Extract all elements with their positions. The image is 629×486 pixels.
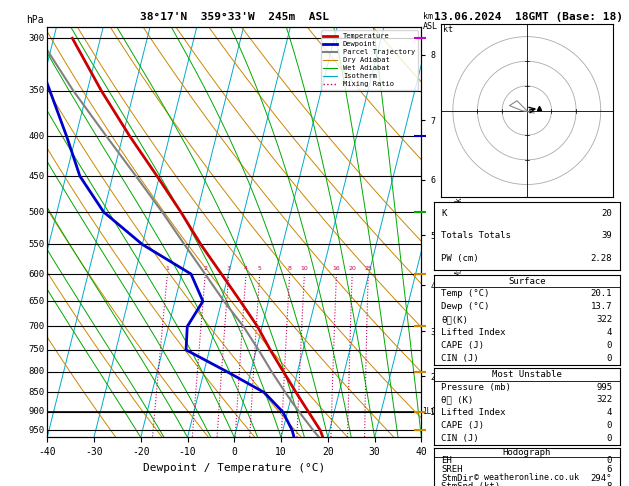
- Text: 3: 3: [227, 266, 231, 271]
- Text: km
ASL: km ASL: [423, 12, 438, 31]
- Text: 38°17'N  359°33'W  245m  ASL: 38°17'N 359°33'W 245m ASL: [140, 12, 329, 22]
- Text: 600: 600: [28, 270, 44, 278]
- Text: EH: EH: [442, 456, 452, 466]
- Text: CIN (J): CIN (J): [442, 354, 479, 363]
- Text: Dewp (°C): Dewp (°C): [442, 302, 490, 311]
- Text: 450: 450: [28, 172, 44, 181]
- Text: Totals Totals: Totals Totals: [442, 231, 511, 240]
- Text: 8: 8: [607, 482, 612, 486]
- Text: 350: 350: [28, 86, 44, 95]
- Text: hPa: hPa: [26, 15, 44, 25]
- Text: CAPE (J): CAPE (J): [442, 341, 484, 350]
- Text: 500: 500: [28, 208, 44, 216]
- Text: 2.28: 2.28: [591, 254, 612, 263]
- Text: 322: 322: [596, 396, 612, 404]
- Text: 995: 995: [596, 382, 612, 392]
- Text: 20.1: 20.1: [591, 289, 612, 298]
- Text: Lifted Index: Lifted Index: [442, 328, 506, 337]
- Text: 650: 650: [28, 297, 44, 306]
- Text: Hodograph: Hodograph: [503, 448, 551, 457]
- Text: 13.06.2024  18GMT (Base: 18): 13.06.2024 18GMT (Base: 18): [434, 12, 623, 22]
- Text: PW (cm): PW (cm): [442, 254, 479, 263]
- Text: K: K: [442, 208, 447, 218]
- Text: 5: 5: [258, 266, 262, 271]
- Text: 25: 25: [364, 266, 372, 271]
- Text: 700: 700: [28, 322, 44, 331]
- Text: 16: 16: [333, 266, 340, 271]
- Text: θᴄ(K): θᴄ(K): [442, 315, 469, 324]
- Text: 39: 39: [601, 231, 612, 240]
- Text: 0: 0: [607, 434, 612, 443]
- Text: 0: 0: [607, 341, 612, 350]
- Text: 850: 850: [28, 388, 44, 397]
- Text: kt: kt: [443, 25, 453, 34]
- Text: 0: 0: [607, 456, 612, 466]
- Text: 800: 800: [28, 367, 44, 376]
- Legend: Temperature, Dewpoint, Parcel Trajectory, Dry Adiabat, Wet Adiabat, Isotherm, Mi: Temperature, Dewpoint, Parcel Trajectory…: [321, 30, 418, 90]
- Text: © weatheronline.co.uk: © weatheronline.co.uk: [474, 473, 579, 482]
- Text: 1LCL: 1LCL: [422, 407, 441, 417]
- Text: StmSpd (kt): StmSpd (kt): [442, 482, 501, 486]
- X-axis label: Dewpoint / Temperature (°C): Dewpoint / Temperature (°C): [143, 463, 325, 473]
- Text: 4: 4: [607, 328, 612, 337]
- Text: 4: 4: [607, 408, 612, 417]
- Text: 950: 950: [28, 426, 44, 435]
- Text: CIN (J): CIN (J): [442, 434, 479, 443]
- Text: Mixing Ratio (g/kg): Mixing Ratio (g/kg): [455, 188, 464, 276]
- Text: CAPE (J): CAPE (J): [442, 421, 484, 430]
- Text: 750: 750: [28, 346, 44, 354]
- Text: Temp (°C): Temp (°C): [442, 289, 490, 298]
- Text: 6: 6: [607, 465, 612, 474]
- Text: 0: 0: [607, 354, 612, 363]
- Text: 20: 20: [601, 208, 612, 218]
- Text: 10: 10: [301, 266, 308, 271]
- Text: 0: 0: [607, 421, 612, 430]
- Text: 8: 8: [288, 266, 292, 271]
- Text: Lifted Index: Lifted Index: [442, 408, 506, 417]
- Text: Pressure (mb): Pressure (mb): [442, 382, 511, 392]
- Text: 2: 2: [204, 266, 208, 271]
- Text: 1: 1: [165, 266, 170, 271]
- Text: 13.7: 13.7: [591, 302, 612, 311]
- Text: SREH: SREH: [442, 465, 463, 474]
- Text: 400: 400: [28, 132, 44, 140]
- Text: Most Unstable: Most Unstable: [492, 370, 562, 379]
- Text: 300: 300: [28, 34, 44, 43]
- Text: θᴄ (K): θᴄ (K): [442, 396, 474, 404]
- Text: 322: 322: [596, 315, 612, 324]
- Text: 294°: 294°: [591, 473, 612, 483]
- Text: 4: 4: [244, 266, 248, 271]
- Text: StmDir: StmDir: [442, 473, 474, 483]
- Text: 550: 550: [28, 240, 44, 249]
- Text: 20: 20: [348, 266, 356, 271]
- Text: 900: 900: [28, 407, 44, 417]
- Text: Surface: Surface: [508, 277, 545, 285]
